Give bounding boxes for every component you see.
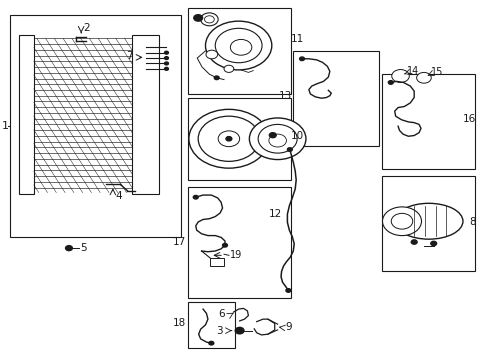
Circle shape: [214, 76, 219, 80]
Text: 5: 5: [80, 243, 87, 253]
Circle shape: [390, 213, 412, 229]
Circle shape: [382, 207, 421, 235]
Bar: [188, 98, 290, 180]
Text: 10: 10: [291, 131, 304, 141]
Text: 19: 19: [229, 250, 242, 260]
Circle shape: [230, 40, 251, 55]
Circle shape: [205, 50, 217, 59]
Circle shape: [65, 246, 72, 251]
Circle shape: [164, 62, 168, 65]
Circle shape: [416, 72, 430, 83]
Circle shape: [410, 240, 416, 244]
Circle shape: [391, 69, 408, 82]
Text: 16: 16: [462, 114, 475, 124]
Text: 6: 6: [218, 309, 224, 319]
Bar: [188, 8, 290, 94]
Bar: [293, 51, 378, 146]
Text: 3: 3: [216, 325, 223, 336]
Circle shape: [225, 136, 231, 141]
Bar: [188, 302, 234, 348]
Text: 7: 7: [126, 51, 133, 61]
Circle shape: [287, 148, 292, 151]
Circle shape: [193, 15, 202, 21]
Circle shape: [387, 81, 392, 84]
Circle shape: [258, 125, 297, 153]
Circle shape: [200, 13, 218, 26]
Text: 8: 8: [468, 217, 475, 227]
Circle shape: [215, 28, 262, 63]
Text: 11: 11: [291, 35, 304, 44]
Text: 2: 2: [83, 23, 90, 33]
Circle shape: [164, 67, 168, 70]
Circle shape: [285, 289, 290, 292]
Circle shape: [218, 131, 239, 147]
Circle shape: [208, 341, 213, 345]
Bar: [382, 176, 474, 271]
Bar: [382, 74, 474, 169]
Circle shape: [198, 116, 259, 161]
Circle shape: [269, 133, 276, 138]
Bar: [132, 35, 159, 194]
Text: 15: 15: [430, 67, 443, 77]
Circle shape: [222, 243, 227, 247]
Text: 12: 12: [269, 210, 282, 220]
Circle shape: [224, 65, 233, 72]
Circle shape: [204, 16, 214, 23]
Circle shape: [205, 21, 271, 70]
Text: 18: 18: [173, 319, 186, 328]
Circle shape: [235, 327, 244, 334]
Text: 9: 9: [285, 322, 291, 332]
Text: 4: 4: [115, 191, 122, 201]
Circle shape: [249, 118, 305, 159]
Text: 13: 13: [279, 91, 292, 101]
Circle shape: [164, 57, 168, 59]
Bar: [210, 258, 224, 266]
Text: 1: 1: [1, 121, 9, 131]
Circle shape: [193, 195, 198, 199]
Circle shape: [268, 134, 286, 147]
Circle shape: [430, 241, 436, 246]
Bar: [10, 15, 181, 237]
Circle shape: [299, 57, 304, 60]
Circle shape: [164, 51, 168, 54]
Text: 17: 17: [173, 237, 186, 247]
Circle shape: [188, 109, 268, 168]
Text: 14: 14: [407, 66, 419, 76]
Ellipse shape: [394, 203, 462, 239]
Bar: [188, 187, 290, 298]
Bar: [19, 35, 34, 194]
